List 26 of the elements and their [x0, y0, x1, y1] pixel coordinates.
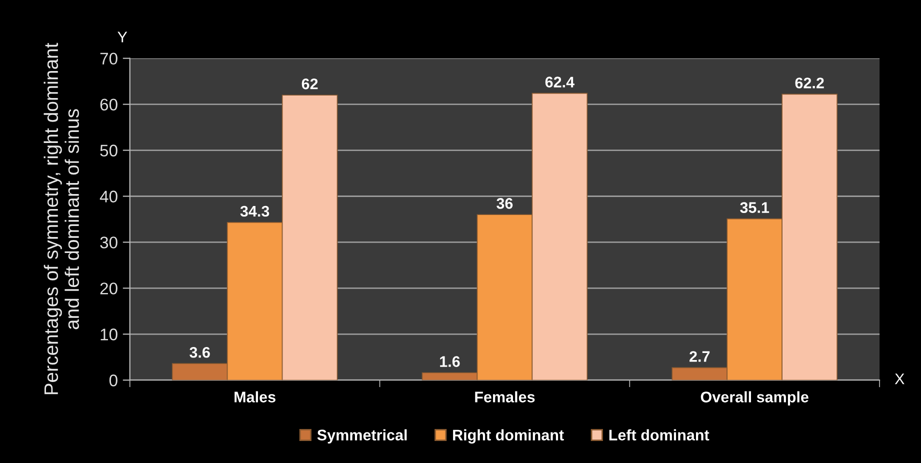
legend-label: Right dominant	[453, 429, 564, 444]
y-tick-label: 70	[100, 52, 118, 65]
x-tick-label: Males	[234, 391, 276, 402]
y-tick-label: 10	[100, 328, 118, 340]
data-label: 62.2	[795, 78, 824, 88]
x-tick-label: Females	[475, 391, 535, 402]
data-label: 62.4	[545, 76, 574, 88]
y-tick-label: 30	[100, 236, 118, 248]
data-label: 1.6	[440, 356, 460, 367]
y-tick-label: 20	[100, 282, 118, 294]
data-label: 2.7	[690, 351, 710, 362]
legend-label: Symmetrical	[317, 429, 407, 444]
y-tick-label: 0	[109, 374, 118, 386]
text: X	[894, 374, 904, 384]
legend-label: Left dominant	[609, 429, 710, 440]
y-tick-label: 40	[100, 190, 118, 202]
data-label: 35.1	[740, 202, 770, 213]
text: Y	[118, 32, 128, 42]
data-label: 62	[302, 78, 318, 90]
y-tick-label: 60	[100, 98, 118, 111]
y-tick-label: 50	[100, 144, 118, 156]
data-label: 3.6	[190, 346, 210, 358]
data-label: 34.3	[240, 206, 270, 217]
y-axis-title: Percentages of symmetry, right dominant and left dominant of sinus	[44, 42, 80, 394]
data-label: 36	[496, 198, 513, 209]
x-tick-label: Overall sample	[700, 391, 808, 406]
